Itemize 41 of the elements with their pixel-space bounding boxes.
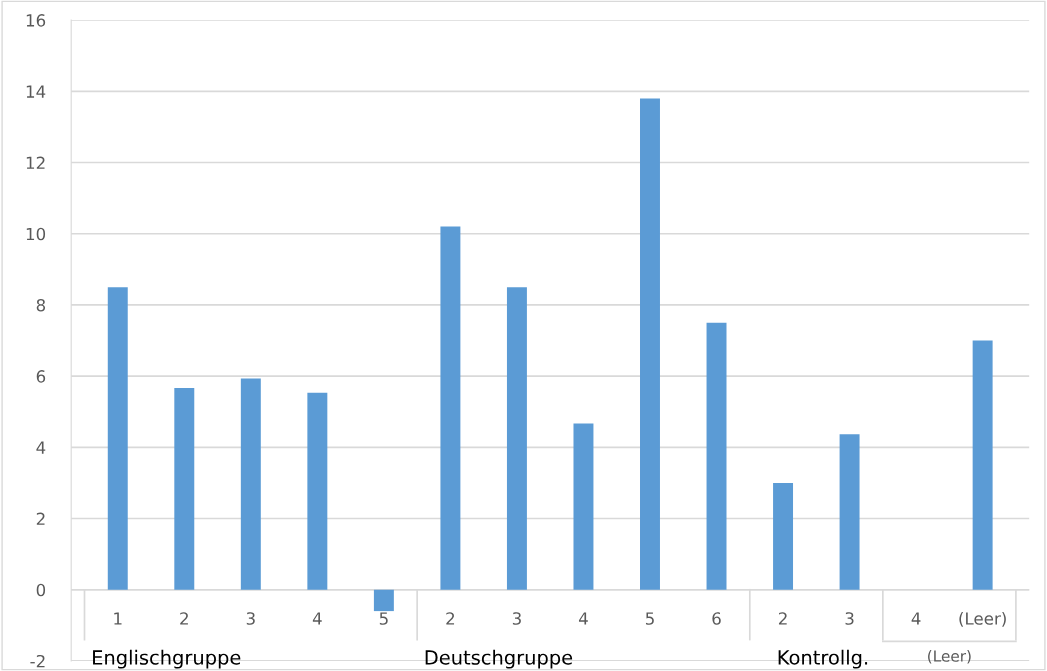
y-tick-label: -2 [30,654,45,668]
bar [640,98,660,590]
y-tick-label: 12 [26,156,45,169]
x-tick-label: 6 [712,612,721,625]
x-tick-label: 2 [446,612,455,625]
x-tick-label: 5 [379,612,388,625]
bar [573,423,594,590]
bar [174,387,195,590]
bar [440,226,461,590]
x-tick-label: 3 [845,612,854,625]
annotation: Englischgruppe [93,649,241,669]
bar [706,322,727,590]
bar [972,340,993,590]
x-tick-label: 3 [246,612,255,625]
y-tick-label: 4 [36,441,46,454]
bar [307,392,328,590]
bar [373,589,394,612]
y-tick-label: 6 [36,370,46,383]
x-tick-label: 3 [512,612,521,625]
x-tick-label: 2 [778,612,787,625]
x-tick-label: 4 [911,612,921,625]
bar [240,378,261,590]
y-tick-label: 16 [26,14,46,27]
annotation: Kontrollg. [778,649,868,669]
x-tick-label: 1 [114,612,122,625]
annotation: Deutschgruppe [425,649,573,669]
y-tick-label: 8 [36,298,46,312]
x-tick-label: (Leer) [959,611,1006,627]
y-tick-label: 14 [26,85,46,98]
x-tick-label: 4 [312,612,322,625]
y-tick-label: 2 [36,512,45,525]
bar [107,287,128,590]
y-tick-label: 10 [26,227,46,241]
x-tick-label: 5 [645,612,654,625]
bar [506,287,527,590]
annotation: (Leer) [928,650,971,664]
bar [839,434,860,590]
x-tick-label: 4 [578,612,588,625]
bar [773,482,794,590]
y-tick-label: 0 [36,583,46,597]
x-tick-label: 2 [180,612,188,625]
